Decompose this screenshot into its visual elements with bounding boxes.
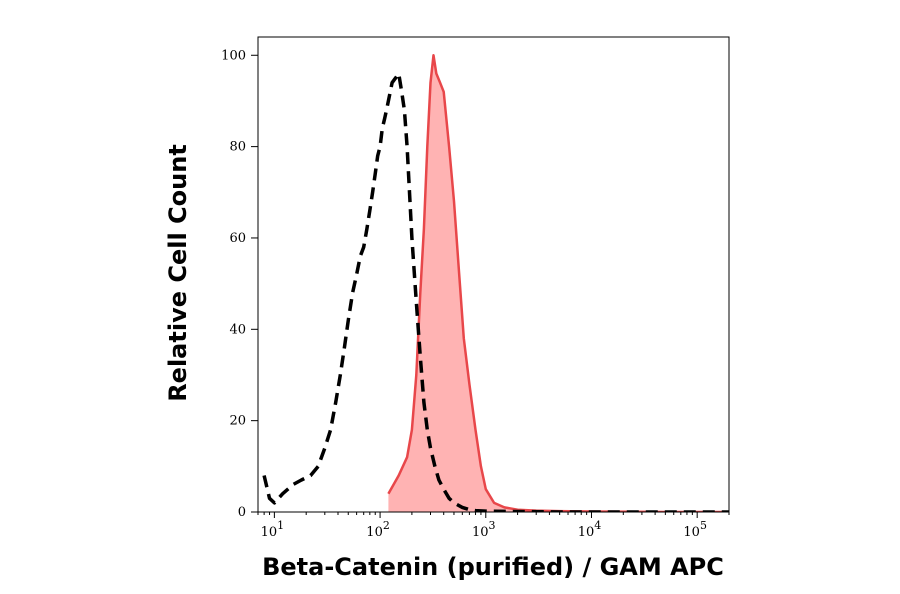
plot-frame (257, 36, 730, 513)
isotype-control-series-line (262, 71, 729, 512)
y-tick-label: 0 (238, 505, 246, 520)
x-axis: 101 102 103 104 105 (257, 512, 730, 540)
y-tick-label: 60 (229, 231, 246, 246)
y-tick-label: 80 (229, 140, 246, 155)
x-tick-label: 105 (683, 519, 707, 540)
y-tick-label: 100 (221, 48, 246, 63)
stained-series-fill (388, 55, 729, 512)
x-tick-label: 101 (261, 519, 285, 540)
y-axis: 0 20 40 60 80 100 (221, 48, 258, 520)
y-axis-title: Relative Cell Count (164, 144, 192, 402)
x-axis-title: Beta-Catenin (purified) / GAM APC (262, 553, 724, 581)
x-tick-label: 103 (472, 519, 496, 540)
plot-area (262, 54, 729, 512)
y-tick-label: 40 (229, 322, 246, 337)
x-tick-label: 102 (366, 519, 390, 540)
x-tick-label: 104 (578, 519, 602, 540)
y-tick-label: 20 (229, 414, 246, 429)
